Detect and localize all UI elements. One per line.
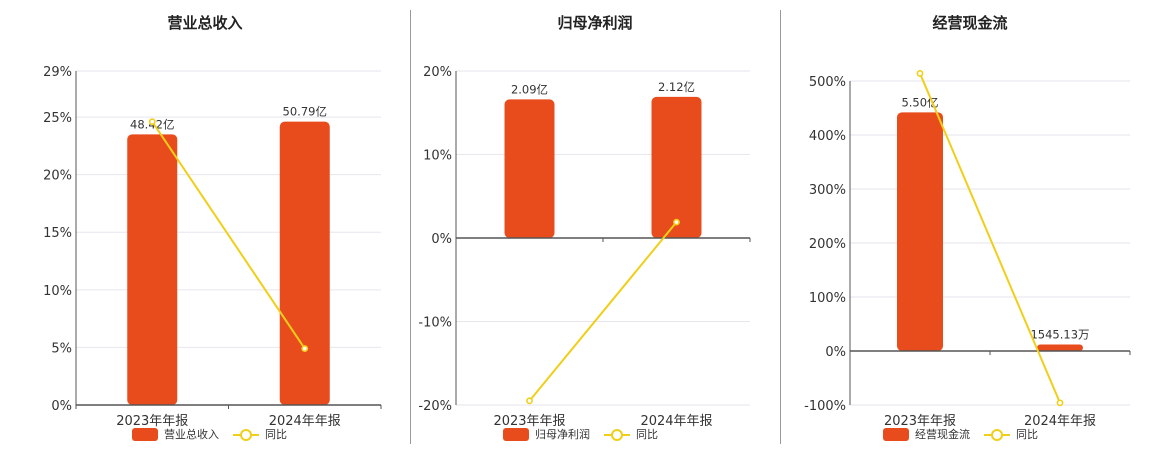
x-tick-label: 2024年年报 — [640, 414, 712, 429]
legend-line-swatch — [604, 428, 630, 441]
chart-title: 归母净利润 — [557, 14, 633, 32]
y-tick-label: 5% — [51, 341, 72, 356]
bar — [504, 99, 555, 238]
yoy-line — [919, 73, 1061, 404]
y-tick-label: 0% — [825, 345, 846, 360]
y-tick-label: 20% — [43, 169, 72, 184]
x-tick-label: 2023年年报 — [884, 414, 956, 429]
x-tick-label: 2023年年报 — [493, 414, 565, 429]
chart-svg-revenue: 0%5%10%15%20%25%29%48.42亿50.79亿2023年年报20… — [43, 65, 382, 429]
y-tick-label: 300% — [809, 183, 846, 198]
legend-line-label: 同比 — [265, 428, 287, 441]
chart-legend: 营业总收入 同比 — [132, 426, 287, 442]
chart-svg-net-profit: -20% -10% 0% 10% 20% 2.09亿 2.12亿 2023年年报 2024年年报 — [418, 65, 751, 429]
legend-bar-label: 经营现金流 — [915, 428, 970, 441]
y-tick-label: -10% — [418, 316, 452, 331]
y-tick-label: 100% — [809, 291, 846, 306]
y-tick-label: -20% — [418, 399, 452, 414]
y-tick-label: 0% — [431, 232, 452, 247]
x-tick-label: 2024年年报 — [1024, 414, 1096, 429]
bar-data-label: 50.79亿 — [283, 105, 327, 119]
panel-divider — [780, 10, 781, 444]
y-tick-label: 20% — [423, 65, 452, 80]
bar — [127, 134, 178, 405]
chart-panel-net-profit: 归母净利润 -20% -10% 0% 10% 20% 2.09亿 2.12亿 2023年年报 2… — [410, 0, 780, 450]
chart-svg-cash-flow: -100% 0% 100% 200% 300% 400% 500% 5.50亿 1545.13万… — [804, 70, 1131, 429]
yoy-point — [526, 397, 533, 405]
y-tick-label: 10% — [423, 149, 452, 164]
legend-bar-label: 归母净利润 — [535, 428, 590, 441]
bar — [279, 121, 330, 405]
y-tick-label: -100% — [804, 399, 846, 414]
legend-line-label: 同比 — [636, 428, 658, 441]
legend-line-swatch — [984, 428, 1010, 441]
bar-data-label: 2.09亿 — [511, 82, 548, 96]
chart-panel-cash-flow: 经营现金流 -100% 0% 100% 200% 300% 400% 500% 5.50亿 15… — [780, 0, 1160, 450]
chart-panel-revenue: 营业总收入 0%5%10%15%20%25%29%48.42亿50.79亿202… — [0, 0, 410, 450]
legend-bar-swatch — [883, 427, 909, 441]
y-tick-label: 29% — [43, 65, 72, 80]
yoy-point — [673, 218, 680, 226]
x-tick-label: 2023年年报 — [116, 414, 188, 429]
chart-legend: 经营现金流 同比 — [883, 426, 1038, 442]
yoy-point — [148, 118, 156, 126]
y-tick-label: 10% — [43, 284, 72, 299]
y-tick-label: 500% — [809, 75, 846, 90]
y-tick-label: 25% — [43, 111, 72, 126]
yoy-point — [1056, 399, 1064, 407]
bar — [651, 96, 702, 238]
legend-line-label: 同比 — [1016, 428, 1038, 441]
bar-data-label: 1545.13万 — [1030, 328, 1089, 342]
bar-data-label: 2.12亿 — [658, 80, 695, 94]
y-tick-label: 200% — [809, 237, 846, 252]
yoy-point — [301, 345, 309, 352]
bar — [897, 112, 943, 351]
legend-bar-label: 营业总收入 — [164, 428, 219, 441]
x-tick-label: 2024年年报 — [269, 414, 341, 429]
y-tick-label: 15% — [43, 226, 72, 241]
legend-bar-swatch — [503, 427, 529, 441]
yoy-point — [916, 70, 924, 77]
chart-title: 营业总收入 — [167, 14, 243, 32]
yoy-line — [151, 121, 306, 350]
panel-divider — [410, 10, 411, 444]
y-tick-label: 0% — [51, 399, 72, 414]
yoy-line — [528, 221, 678, 402]
chart-legend: 归母净利润 同比 — [503, 426, 658, 442]
legend-bar-swatch — [132, 427, 158, 441]
y-tick-label: 400% — [809, 129, 846, 144]
legend-line-swatch — [233, 428, 259, 441]
chart-title: 经营现金流 — [932, 14, 1008, 32]
bar-data-label: 5.50亿 — [901, 95, 938, 109]
bar — [1037, 344, 1083, 351]
